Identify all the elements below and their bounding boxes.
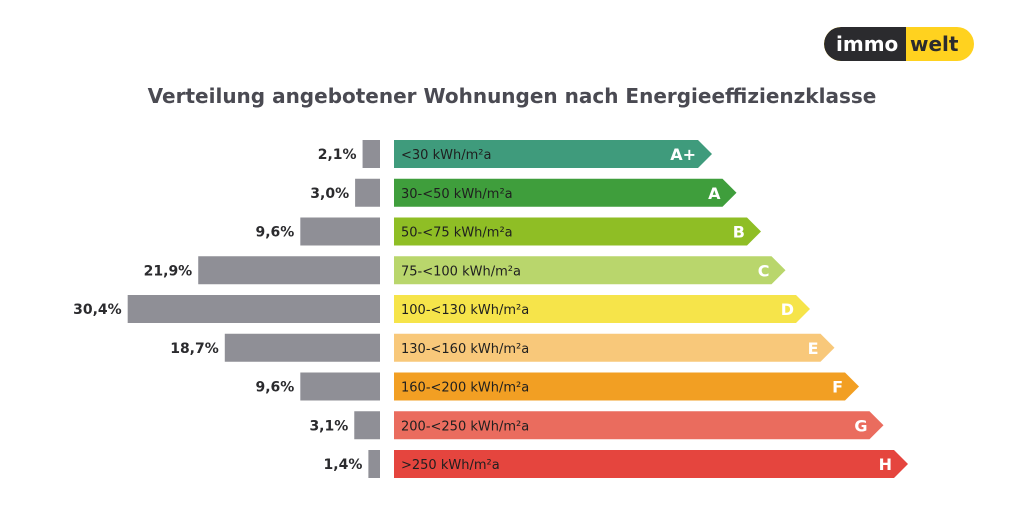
share-bar-c bbox=[198, 256, 380, 285]
share-bar-b bbox=[300, 217, 380, 246]
share-label-a: 3,0% bbox=[310, 186, 349, 202]
share-bar-a-plus bbox=[362, 140, 380, 168]
range-label-c: 75-<100 kWh/m²a bbox=[401, 264, 521, 279]
logo-text-immo: immo bbox=[836, 32, 899, 56]
class-arrow-b bbox=[394, 217, 761, 246]
class-label-e: E bbox=[808, 339, 819, 358]
class-label-a: A bbox=[708, 184, 721, 203]
share-bar-e bbox=[224, 333, 380, 362]
range-label-g: 200-<250 kWh/m²a bbox=[401, 419, 529, 434]
share-label-a-plus: 2,1% bbox=[318, 147, 357, 163]
logo-background bbox=[824, 27, 974, 61]
logo-dark-segment bbox=[824, 27, 906, 61]
class-label-c: C bbox=[758, 261, 770, 280]
class-arrow-a-plus bbox=[394, 140, 712, 168]
class-arrow-d bbox=[394, 295, 810, 323]
share-label-h: 1,4% bbox=[324, 457, 363, 473]
range-label-a: 30-<50 kWh/m²a bbox=[401, 187, 513, 202]
share-label-b: 9,6% bbox=[255, 225, 294, 241]
class-label-d: D bbox=[781, 300, 794, 319]
share-label-e: 18,7% bbox=[170, 341, 219, 357]
class-label-f: F bbox=[832, 378, 843, 397]
share-bar-h bbox=[368, 450, 380, 478]
class-label-a-plus: A+ bbox=[670, 145, 696, 164]
share-label-c: 21,9% bbox=[144, 263, 193, 279]
class-arrow-g bbox=[394, 411, 884, 440]
share-label-d: 30,4% bbox=[73, 302, 122, 318]
class-arrow-f bbox=[394, 372, 859, 401]
class-arrow-a bbox=[394, 178, 737, 207]
class-arrow-h bbox=[394, 450, 908, 478]
logo-text-welt: welt bbox=[910, 32, 959, 56]
immowelt-logo: immo welt bbox=[824, 27, 974, 61]
class-arrow-c bbox=[394, 256, 786, 285]
class-arrow-e bbox=[394, 333, 835, 362]
range-label-f: 160-<200 kWh/m²a bbox=[401, 381, 529, 396]
class-label-h: H bbox=[879, 455, 892, 474]
share-label-f: 9,6% bbox=[255, 380, 294, 396]
class-label-g: G bbox=[854, 416, 867, 435]
range-label-e: 130-<160 kWh/m²a bbox=[401, 342, 529, 357]
range-label-a-plus: <30 kWh/m²a bbox=[401, 148, 491, 163]
share-bar-g bbox=[354, 411, 380, 440]
class-label-b: B bbox=[733, 223, 745, 242]
chart-title: Verteilung angebotener Wohnungen nach En… bbox=[147, 84, 877, 108]
share-bar-d bbox=[127, 295, 381, 323]
range-label-d: 100-<130 kWh/m²a bbox=[401, 303, 529, 318]
range-label-b: 50-<75 kWh/m²a bbox=[401, 226, 513, 241]
share-label-g: 3,1% bbox=[309, 418, 348, 434]
share-bar-f bbox=[300, 372, 380, 401]
range-label-h: >250 kWh/m²a bbox=[401, 458, 500, 473]
share-bar-a bbox=[355, 178, 380, 207]
